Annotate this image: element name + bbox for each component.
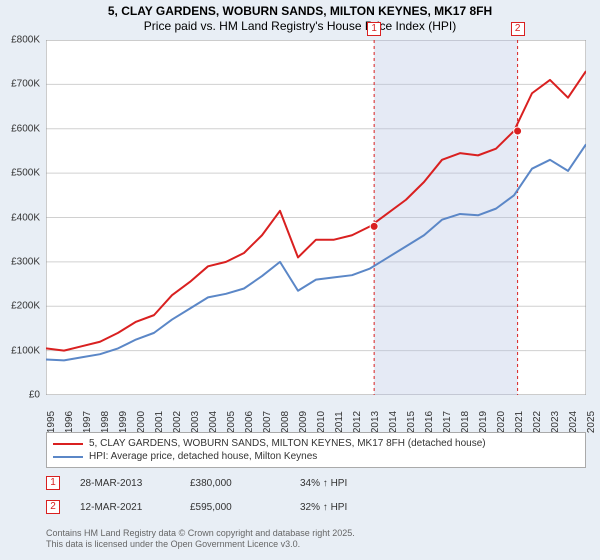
- chart-marker-2: 2: [511, 22, 525, 36]
- y-tick-label: £0: [29, 390, 40, 401]
- sale-date-1: 28-MAR-2013: [80, 478, 190, 489]
- sale-marker-2: 2: [46, 500, 60, 514]
- legend-item-property: 5, CLAY GARDENS, WOBURN SANDS, MILTON KE…: [53, 437, 579, 450]
- x-tick-label: 2021: [514, 411, 525, 433]
- sale-marker-2-id: 2: [50, 501, 56, 512]
- x-tick-label: 2014: [388, 411, 399, 433]
- credits-line1: Contains HM Land Registry data © Crown c…: [46, 528, 355, 539]
- y-tick-label: £600K: [11, 123, 40, 134]
- x-tick-label: 2004: [208, 411, 219, 433]
- credits-line2: This data is licensed under the Open Gov…: [46, 539, 355, 550]
- x-tick-label: 2019: [478, 411, 489, 433]
- x-tick-label: 2007: [262, 411, 273, 433]
- x-tick-label: 2013: [370, 411, 381, 433]
- sale-marker-1: 1: [46, 476, 60, 490]
- y-tick-label: £300K: [11, 256, 40, 267]
- legend-box: 5, CLAY GARDENS, WOBURN SANDS, MILTON KE…: [46, 432, 586, 468]
- legend-item-hpi: HPI: Average price, detached house, Milt…: [53, 450, 579, 463]
- x-tick-label: 2005: [226, 411, 237, 433]
- x-tick-label: 2022: [532, 411, 543, 433]
- x-tick-label: 2018: [460, 411, 471, 433]
- x-tick-label: 2020: [496, 411, 507, 433]
- y-axis: £0£100K£200K£300K£400K£500K£600K£700K£80…: [0, 40, 44, 395]
- y-tick-label: £100K: [11, 345, 40, 356]
- x-tick-label: 2000: [136, 411, 147, 433]
- y-tick-label: £500K: [11, 168, 40, 179]
- legend-swatch-hpi: [53, 456, 83, 458]
- x-tick-label: 2016: [424, 411, 435, 433]
- x-tick-label: 1998: [100, 411, 111, 433]
- chart-plot-area: [46, 40, 586, 395]
- legend-label-hpi: HPI: Average price, detached house, Milt…: [89, 451, 317, 462]
- sale-price-2: £595,000: [190, 502, 300, 513]
- y-tick-label: £200K: [11, 301, 40, 312]
- x-tick-label: 1997: [82, 411, 93, 433]
- x-tick-label: 2003: [190, 411, 201, 433]
- x-tick-label: 2024: [568, 411, 579, 433]
- credits: Contains HM Land Registry data © Crown c…: [46, 528, 355, 550]
- x-tick-label: 2017: [442, 411, 453, 433]
- x-tick-label: 2023: [550, 411, 561, 433]
- x-tick-label: 1999: [118, 411, 129, 433]
- sale-price-1: £380,000: [190, 478, 300, 489]
- title-address: 5, CLAY GARDENS, WOBURN SANDS, MILTON KE…: [0, 4, 600, 18]
- legend-label-property: 5, CLAY GARDENS, WOBURN SANDS, MILTON KE…: [89, 438, 486, 449]
- x-tick-label: 2008: [280, 411, 291, 433]
- x-tick-label: 2001: [154, 411, 165, 433]
- sale-row-1: 1 28-MAR-2013 £380,000 34% ↑ HPI: [46, 476, 586, 490]
- sale-marker-1-id: 1: [50, 477, 56, 488]
- x-tick-label: 2011: [334, 411, 345, 433]
- x-tick-label: 1996: [64, 411, 75, 433]
- x-tick-label: 2025: [586, 411, 597, 433]
- y-tick-label: £400K: [11, 212, 40, 223]
- legend-swatch-property: [53, 443, 83, 445]
- x-tick-label: 2015: [406, 411, 417, 433]
- sale-delta-1: 34% ↑ HPI: [300, 478, 347, 489]
- chart-container: 5, CLAY GARDENS, WOBURN SANDS, MILTON KE…: [0, 0, 600, 560]
- x-tick-label: 2010: [316, 411, 327, 433]
- sale-date-2: 12-MAR-2021: [80, 502, 190, 513]
- x-tick-label: 2009: [298, 411, 309, 433]
- sale-delta-2: 32% ↑ HPI: [300, 502, 347, 513]
- x-axis: 1995199619971998199920002001200220032004…: [46, 398, 586, 428]
- x-tick-label: 2006: [244, 411, 255, 433]
- y-tick-label: £800K: [11, 35, 40, 46]
- x-tick-label: 1995: [46, 411, 57, 433]
- x-tick-label: 2002: [172, 411, 183, 433]
- sale-row-2: 2 12-MAR-2021 £595,000 32% ↑ HPI: [46, 500, 586, 514]
- chart-marker-1: 1: [367, 22, 381, 36]
- x-tick-label: 2012: [352, 411, 363, 433]
- y-tick-label: £700K: [11, 79, 40, 90]
- chart-svg: [46, 40, 586, 395]
